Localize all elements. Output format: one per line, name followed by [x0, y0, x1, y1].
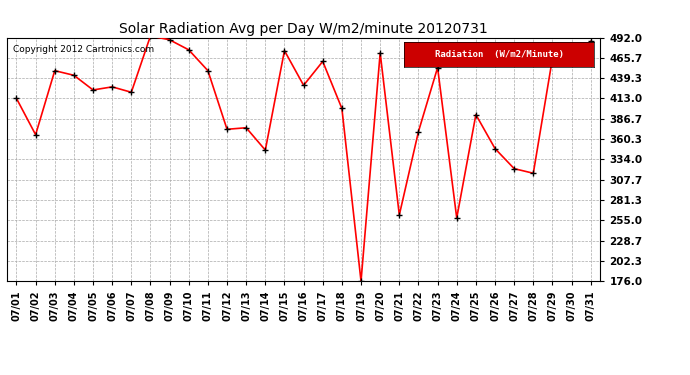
Text: Copyright 2012 Cartronics.com: Copyright 2012 Cartronics.com: [13, 45, 154, 54]
Title: Solar Radiation Avg per Day W/m2/minute 20120731: Solar Radiation Avg per Day W/m2/minute …: [119, 22, 488, 36]
